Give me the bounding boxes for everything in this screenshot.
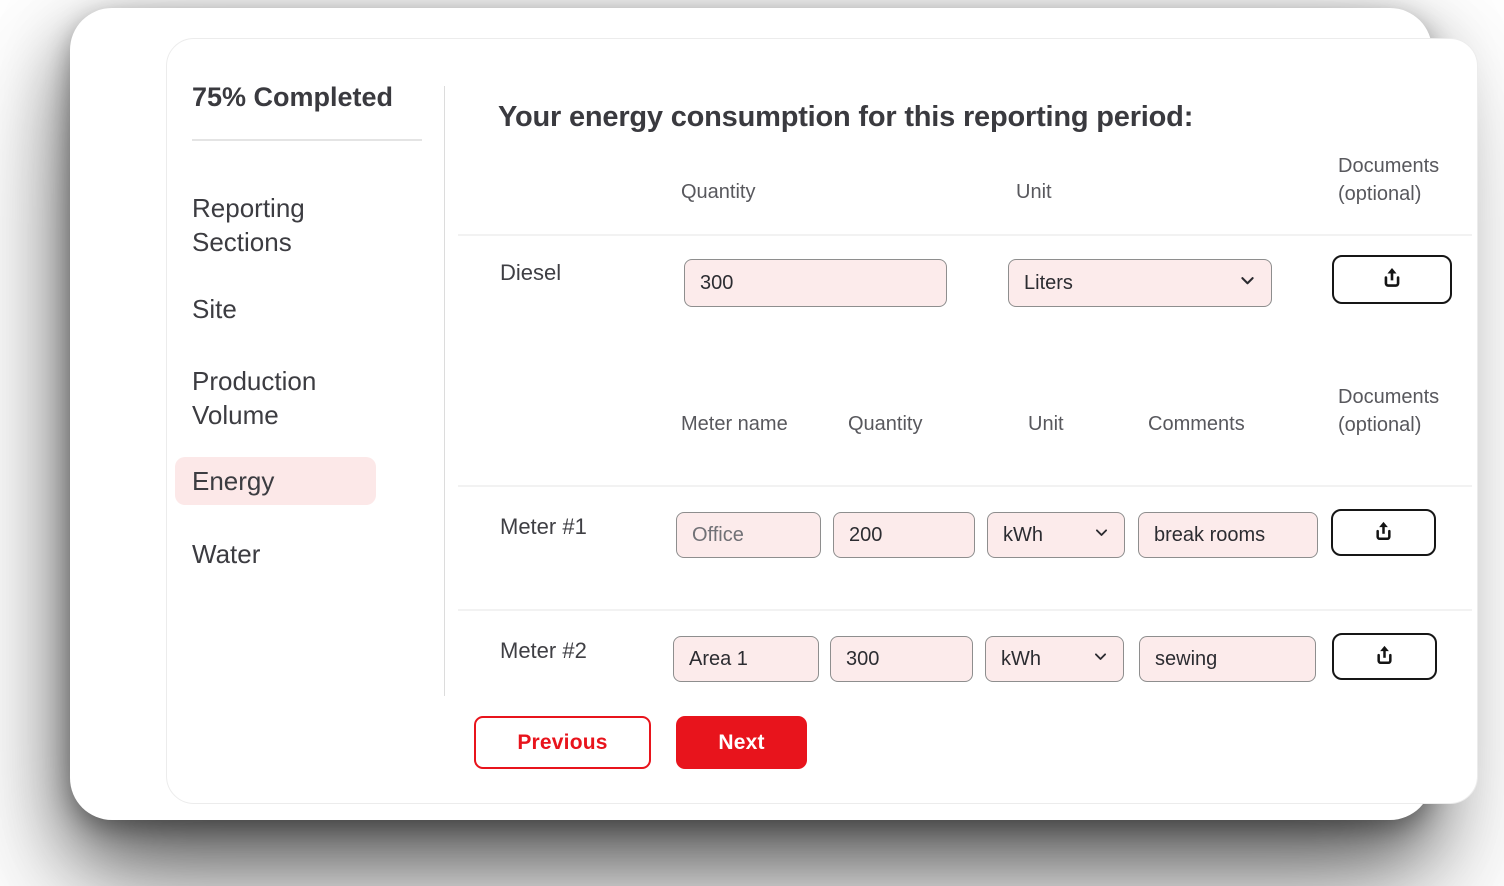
meter1-comments-input[interactable] (1138, 512, 1318, 558)
fuel-header-quantity: Quantity (681, 181, 756, 203)
chevron-down-icon (1238, 271, 1257, 296)
progress-label: 75% Completed (192, 82, 394, 112)
meter2-unit-value: kWh (1001, 647, 1041, 670)
sidebar-item-reporting-sections[interactable]: Reporting Sections (192, 193, 305, 257)
meter2-row-label: Meter #2 (500, 638, 587, 663)
meter1-unit-value: kWh (1003, 523, 1043, 546)
meter-header-comments: Comments (1148, 413, 1245, 435)
meter-header-name: Meter name (681, 413, 788, 435)
meter2-name-input[interactable] (673, 636, 819, 682)
meter2-quantity-input[interactable] (830, 636, 973, 682)
page-title: Your energy consumption for this reporti… (498, 101, 1194, 133)
meter1-quantity-input[interactable] (833, 512, 975, 558)
fuel-row-label: Diesel (500, 260, 562, 285)
meter1-row-label: Meter #1 (500, 514, 587, 539)
sidebar-item-water[interactable]: Water (192, 539, 261, 569)
upload-icon (1379, 265, 1405, 294)
sidebar-item-label: Energy (192, 465, 275, 496)
diesel-upload-button[interactable] (1332, 255, 1452, 304)
meter-header-unit: Unit (1028, 413, 1064, 435)
fuel-header-documents: Documents (optional) (1338, 155, 1440, 205)
meter1-upload-button[interactable] (1331, 509, 1436, 556)
sidebar-item-site[interactable]: Site (192, 294, 237, 324)
upload-icon (1371, 519, 1396, 547)
meter-header-quantity: Quantity (848, 413, 923, 435)
sidebar-item-energy[interactable]: Energy (175, 457, 376, 505)
meter-header-documents: Documents (optional) (1338, 386, 1440, 436)
next-button[interactable]: Next (676, 716, 807, 769)
meter1-name-input[interactable] (676, 512, 821, 558)
meter2-upload-button[interactable] (1332, 633, 1437, 680)
chevron-down-icon (1093, 524, 1110, 547)
chevron-down-icon (1092, 648, 1109, 671)
meter2-unit-select[interactable]: kWh (985, 636, 1124, 682)
meter2-comments-input[interactable] (1139, 636, 1316, 682)
meter1-unit-select[interactable]: kWh (987, 512, 1125, 558)
progress-divider (192, 139, 422, 141)
upload-icon (1372, 643, 1397, 671)
previous-button[interactable]: Previous (474, 716, 651, 769)
sidebar-item-production-volume[interactable]: Production Volume (192, 366, 317, 430)
diesel-unit-value: Liters (1024, 271, 1073, 294)
diesel-quantity-input[interactable] (684, 259, 947, 307)
diesel-unit-select[interactable]: Liters (1008, 259, 1272, 307)
divider (458, 234, 1472, 236)
divider (458, 609, 1472, 611)
fuel-header-unit: Unit (1016, 181, 1052, 203)
app-window: 75% Completed Reporting Sections Site Pr… (70, 8, 1478, 820)
divider (458, 485, 1472, 487)
sidebar-divider (444, 86, 445, 696)
